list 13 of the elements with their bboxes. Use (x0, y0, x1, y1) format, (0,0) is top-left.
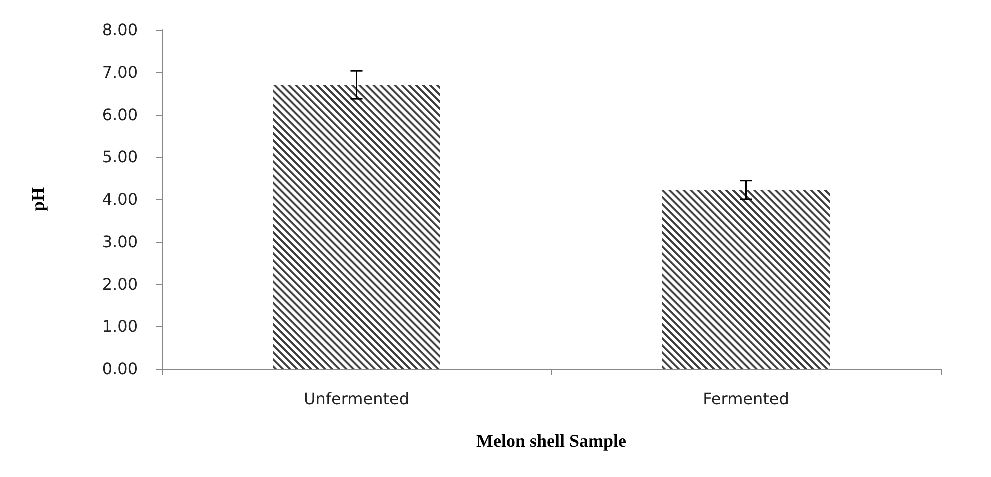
y-axis-title: pH (28, 187, 48, 212)
y-tick-label: 0.00 (102, 360, 138, 378)
x-axis-title: Melon shell Sample (476, 431, 627, 451)
y-tick-label: 3.00 (102, 232, 138, 252)
y-tick-label: 2.00 (102, 274, 138, 294)
y-tick-label: 5.00 (102, 148, 138, 167)
x-tick-label: Unfermented (304, 390, 410, 408)
y-tick-label: 8.00 (102, 20, 138, 40)
y-tick-label: 6.00 (102, 105, 138, 124)
x-tick-label: Fermented (703, 390, 790, 408)
y-tick-label: 7.00 (102, 62, 138, 82)
y-tick-label: 1.00 (102, 317, 138, 336)
y-tick-label: 4.00 (102, 190, 138, 209)
